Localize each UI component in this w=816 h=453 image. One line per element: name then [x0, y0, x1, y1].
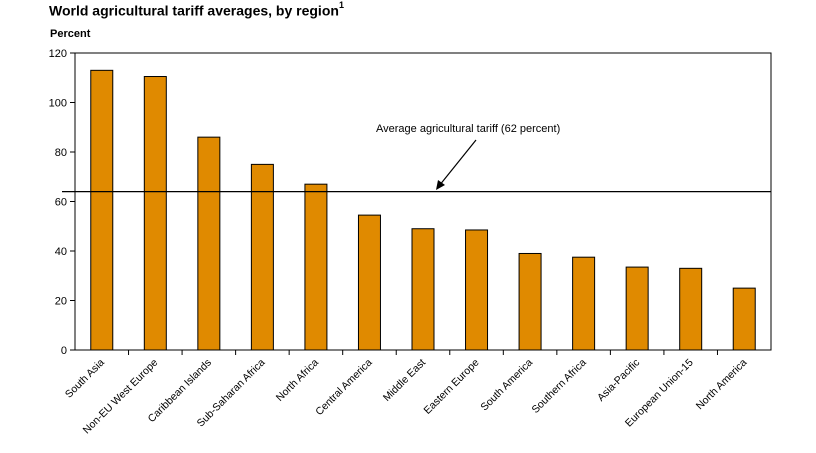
bar: [250, 163, 274, 351]
bar: [90, 69, 114, 351]
chart-title-footnote: 1: [338, 0, 344, 10]
average-reference: Average agricultural tariff (62 percent): [62, 123, 771, 193]
chart-title: World agricultural tariff averages, by r…: [49, 0, 344, 19]
x-tick-label: Southern Africa: [529, 357, 588, 416]
y-tick-label: 0: [61, 345, 67, 357]
y-tick-label: 120: [49, 48, 67, 60]
bar: [304, 183, 328, 351]
bar: [732, 287, 756, 351]
y-tick-label: 20: [55, 296, 67, 308]
bar: [625, 266, 649, 351]
bar: [679, 267, 703, 351]
x-tick-label: South Asia: [63, 357, 107, 401]
bar: [357, 214, 381, 351]
annotation-arrow: [438, 139, 477, 187]
x-tick-label: Eastern Europe: [422, 357, 482, 417]
x-tick-label: North America: [694, 357, 750, 413]
bar: [465, 229, 489, 351]
bar: [572, 256, 596, 351]
chart-title-text: World agricultural tariff averages, by r…: [49, 2, 339, 19]
bar: [518, 252, 542, 351]
x-tick-label: Asia-Pacific: [595, 357, 642, 404]
bar: [143, 76, 167, 351]
x-tick-label: North Africa: [274, 357, 321, 404]
y-axis: 0 20 40 60 80 100 120: [49, 48, 75, 357]
y-tick-label: 60: [55, 197, 67, 209]
x-tick-label: Middle East: [381, 357, 428, 404]
y-axis-label: Percent: [50, 28, 91, 40]
bar: [197, 136, 221, 351]
average-annotation: Average agricultural tariff (62 percent): [376, 123, 560, 135]
y-tick-label: 80: [55, 147, 67, 159]
y-tick-label: 40: [55, 246, 67, 258]
annotation-arrowhead: [436, 180, 445, 190]
bars: [90, 69, 756, 351]
x-tick-label: Central America: [313, 357, 374, 418]
y-tick-label: 100: [49, 98, 67, 110]
bar: [411, 228, 435, 351]
x-tick-label: South America: [478, 357, 535, 414]
